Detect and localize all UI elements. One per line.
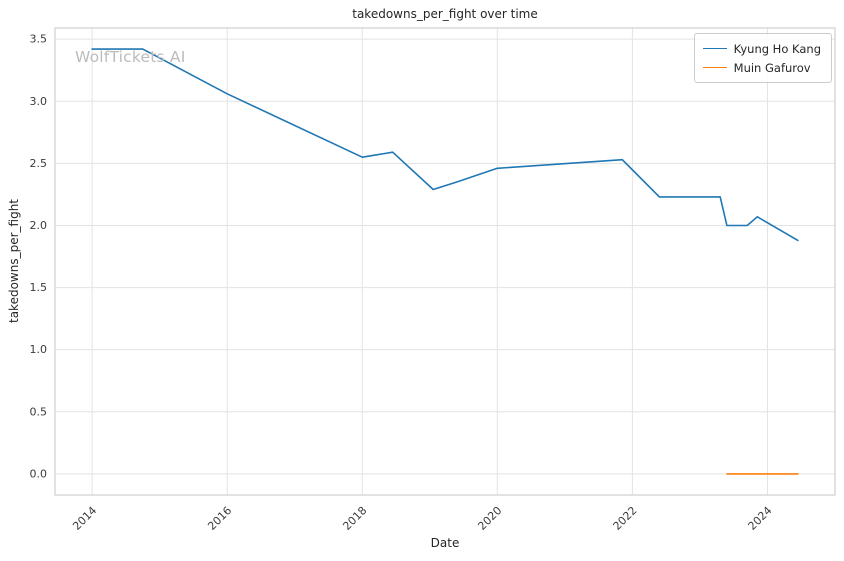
legend-line-swatch-kyung-ho-kang	[702, 48, 727, 49]
y-tick-label: 1.5	[30, 281, 48, 294]
y-axis-label: takedowns_per_fight	[7, 198, 21, 324]
legend-item: Kyung Ho Kang	[702, 39, 821, 58]
series-line-kyung-ho-kang	[91, 48, 799, 242]
legend-item: Muin Gafurov	[702, 58, 821, 77]
legend-label: Kyung Ho Kang	[733, 41, 821, 56]
y-tick-label: 0.5	[30, 405, 48, 418]
watermark: WolfTickets AI	[75, 48, 186, 66]
x-tick-label: 2020	[475, 504, 504, 533]
x-tick-label: 2022	[611, 504, 640, 533]
y-tick-label: 2.5	[30, 157, 48, 170]
legend-label: Muin Gafurov	[733, 60, 811, 75]
legend-line-swatch-muin-gafurov	[702, 67, 727, 68]
legend: Kyung Ho Kang Muin Gafurov	[693, 33, 832, 83]
x-tick-label: 2018	[340, 504, 369, 533]
y-tick-label: 2.0	[30, 219, 48, 232]
y-tick-label: 0.0	[30, 467, 48, 480]
y-tick-label: 3.0	[30, 95, 48, 108]
x-tick-label: 2024	[746, 504, 775, 533]
x-axis-label: Date	[430, 536, 460, 550]
x-tick-label: 2016	[205, 504, 234, 533]
y-tick-label: 3.5	[30, 33, 48, 46]
plot-background	[55, 28, 835, 495]
y-tick-label: 1.0	[30, 343, 48, 356]
x-tick-label: 2014	[70, 504, 99, 533]
chart-title: takedowns_per_fight over time	[352, 7, 538, 21]
plot-border	[54, 27, 836, 496]
